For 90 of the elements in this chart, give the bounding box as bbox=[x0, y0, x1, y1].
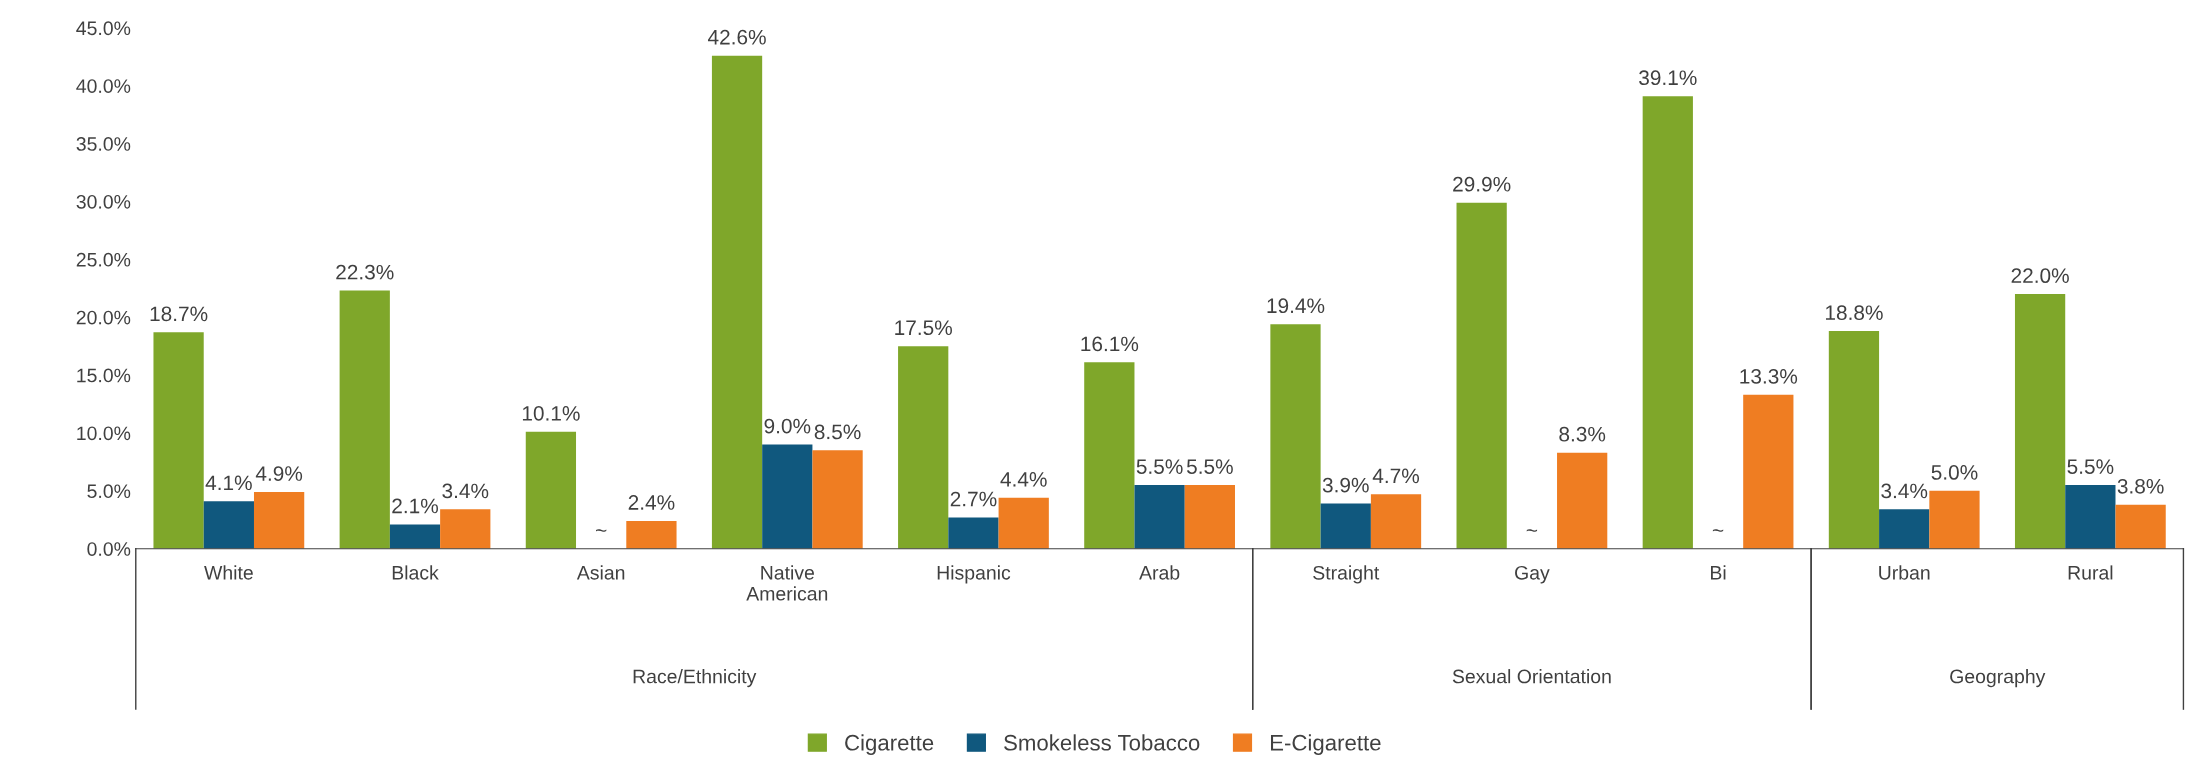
bar bbox=[1879, 509, 1930, 549]
data-label: 2.1% bbox=[392, 498, 439, 514]
x-tick-label: Native American bbox=[746, 565, 828, 601]
bar bbox=[389, 524, 441, 549]
data-label: 17.5% bbox=[895, 320, 952, 336]
data-label: 13.3% bbox=[1740, 368, 1798, 384]
y-tick-label: 30.0% bbox=[76, 194, 131, 209]
data-label: 8.3% bbox=[1559, 426, 1606, 442]
bar bbox=[440, 509, 491, 549]
bar bbox=[203, 501, 254, 549]
data-label: 10.1% bbox=[522, 405, 580, 421]
data-label: 39.1% bbox=[1639, 70, 1697, 86]
bar bbox=[2115, 504, 2166, 549]
x-tick-label: Arab bbox=[1139, 565, 1180, 580]
bar bbox=[1320, 503, 1371, 549]
y-tick-label: 15.0% bbox=[77, 368, 131, 383]
x-tick-label: Asian bbox=[576, 565, 625, 580]
text: Race/Ethnicity bbox=[633, 669, 757, 688]
bar bbox=[2014, 294, 2066, 549]
bar bbox=[1642, 96, 1693, 549]
bar bbox=[626, 520, 677, 549]
y-tick-label: 0.0% bbox=[87, 542, 131, 556]
x-tick-label: Straight bbox=[1313, 565, 1380, 584]
data-label: 2.4% bbox=[628, 495, 675, 510]
y-tick-label: 45.0% bbox=[76, 21, 131, 36]
y-tick-label: 25.0% bbox=[76, 252, 131, 267]
data-label: 4.9% bbox=[255, 466, 303, 481]
bar bbox=[998, 497, 1049, 549]
y-tick-label: 20.0% bbox=[76, 310, 131, 325]
legend-label: E-Cigarette bbox=[1270, 734, 1381, 755]
data-label: 5.0% bbox=[1931, 465, 1978, 480]
data-label: 4.7% bbox=[1372, 468, 1420, 484]
data-label: 2.7% bbox=[950, 491, 997, 507]
x-tick-label: Urban bbox=[1879, 565, 1930, 580]
bar bbox=[1184, 485, 1235, 549]
bar bbox=[1370, 494, 1422, 549]
data-label: 5.5% bbox=[2067, 459, 2114, 474]
y-tick-label: 40.0% bbox=[76, 79, 131, 93]
data-label: 4.4% bbox=[1000, 472, 1047, 487]
legend-label: Smokeless Tobacco bbox=[1004, 734, 1200, 751]
bar bbox=[525, 431, 577, 549]
y-tick-label: 35.0% bbox=[76, 137, 131, 151]
data-label: 3.8% bbox=[2117, 478, 2164, 494]
bar bbox=[339, 290, 390, 549]
bar bbox=[762, 444, 813, 549]
x-tick-label: White bbox=[204, 565, 253, 580]
bar bbox=[153, 332, 204, 549]
data-label: 3.9% bbox=[1322, 477, 1369, 493]
bar bbox=[812, 450, 863, 549]
bar bbox=[1270, 324, 1321, 549]
data-label: 5.5% bbox=[1136, 459, 1183, 474]
data-label: 9.0% bbox=[764, 418, 811, 434]
x-tick-label: Hispanic bbox=[937, 565, 1011, 584]
bar bbox=[948, 517, 999, 549]
data-label: 18.7% bbox=[150, 306, 208, 322]
legend-label: Cigarette bbox=[845, 734, 934, 755]
x-tick-label: Rural bbox=[2068, 565, 2113, 580]
x-tick-label: Bi bbox=[1711, 565, 1726, 580]
data-label: 19.4% bbox=[1267, 298, 1325, 314]
data-label: 4.1% bbox=[205, 475, 252, 491]
data-label: 5.5% bbox=[1186, 459, 1233, 474]
data-label: 3.4% bbox=[1881, 483, 1928, 499]
x-tick-label: Black bbox=[392, 565, 439, 580]
bar bbox=[253, 491, 305, 549]
text: ~ bbox=[1712, 529, 1724, 532]
text: ~ bbox=[596, 529, 607, 532]
data-label: 22.0% bbox=[2011, 268, 2069, 284]
data-label: 22.3% bbox=[336, 264, 394, 280]
bar bbox=[1084, 362, 1135, 549]
x-tick-label: Gay bbox=[1515, 565, 1550, 584]
bar bbox=[1743, 394, 1794, 549]
data-label: 29.9% bbox=[1453, 176, 1511, 192]
bar bbox=[1456, 202, 1507, 549]
data-label: 16.1% bbox=[1081, 336, 1139, 352]
text: Geography bbox=[1950, 669, 2046, 688]
text: Sexual Orientation bbox=[1452, 669, 1611, 684]
bar bbox=[898, 346, 949, 549]
bar bbox=[1929, 490, 1980, 549]
y-tick-label: 10.0% bbox=[77, 426, 131, 441]
bar bbox=[1828, 331, 1880, 549]
text: ~ bbox=[1526, 529, 1538, 532]
bar bbox=[1134, 485, 1185, 549]
data-label: 3.4% bbox=[442, 483, 489, 499]
bar bbox=[2065, 485, 2116, 549]
y-tick-label: 5.0% bbox=[87, 484, 131, 499]
bar bbox=[711, 55, 763, 549]
data-label: 8.5% bbox=[814, 424, 861, 440]
data-label: 42.6% bbox=[707, 29, 766, 45]
data-label: 18.8% bbox=[1826, 305, 1883, 321]
bar bbox=[1557, 452, 1608, 549]
